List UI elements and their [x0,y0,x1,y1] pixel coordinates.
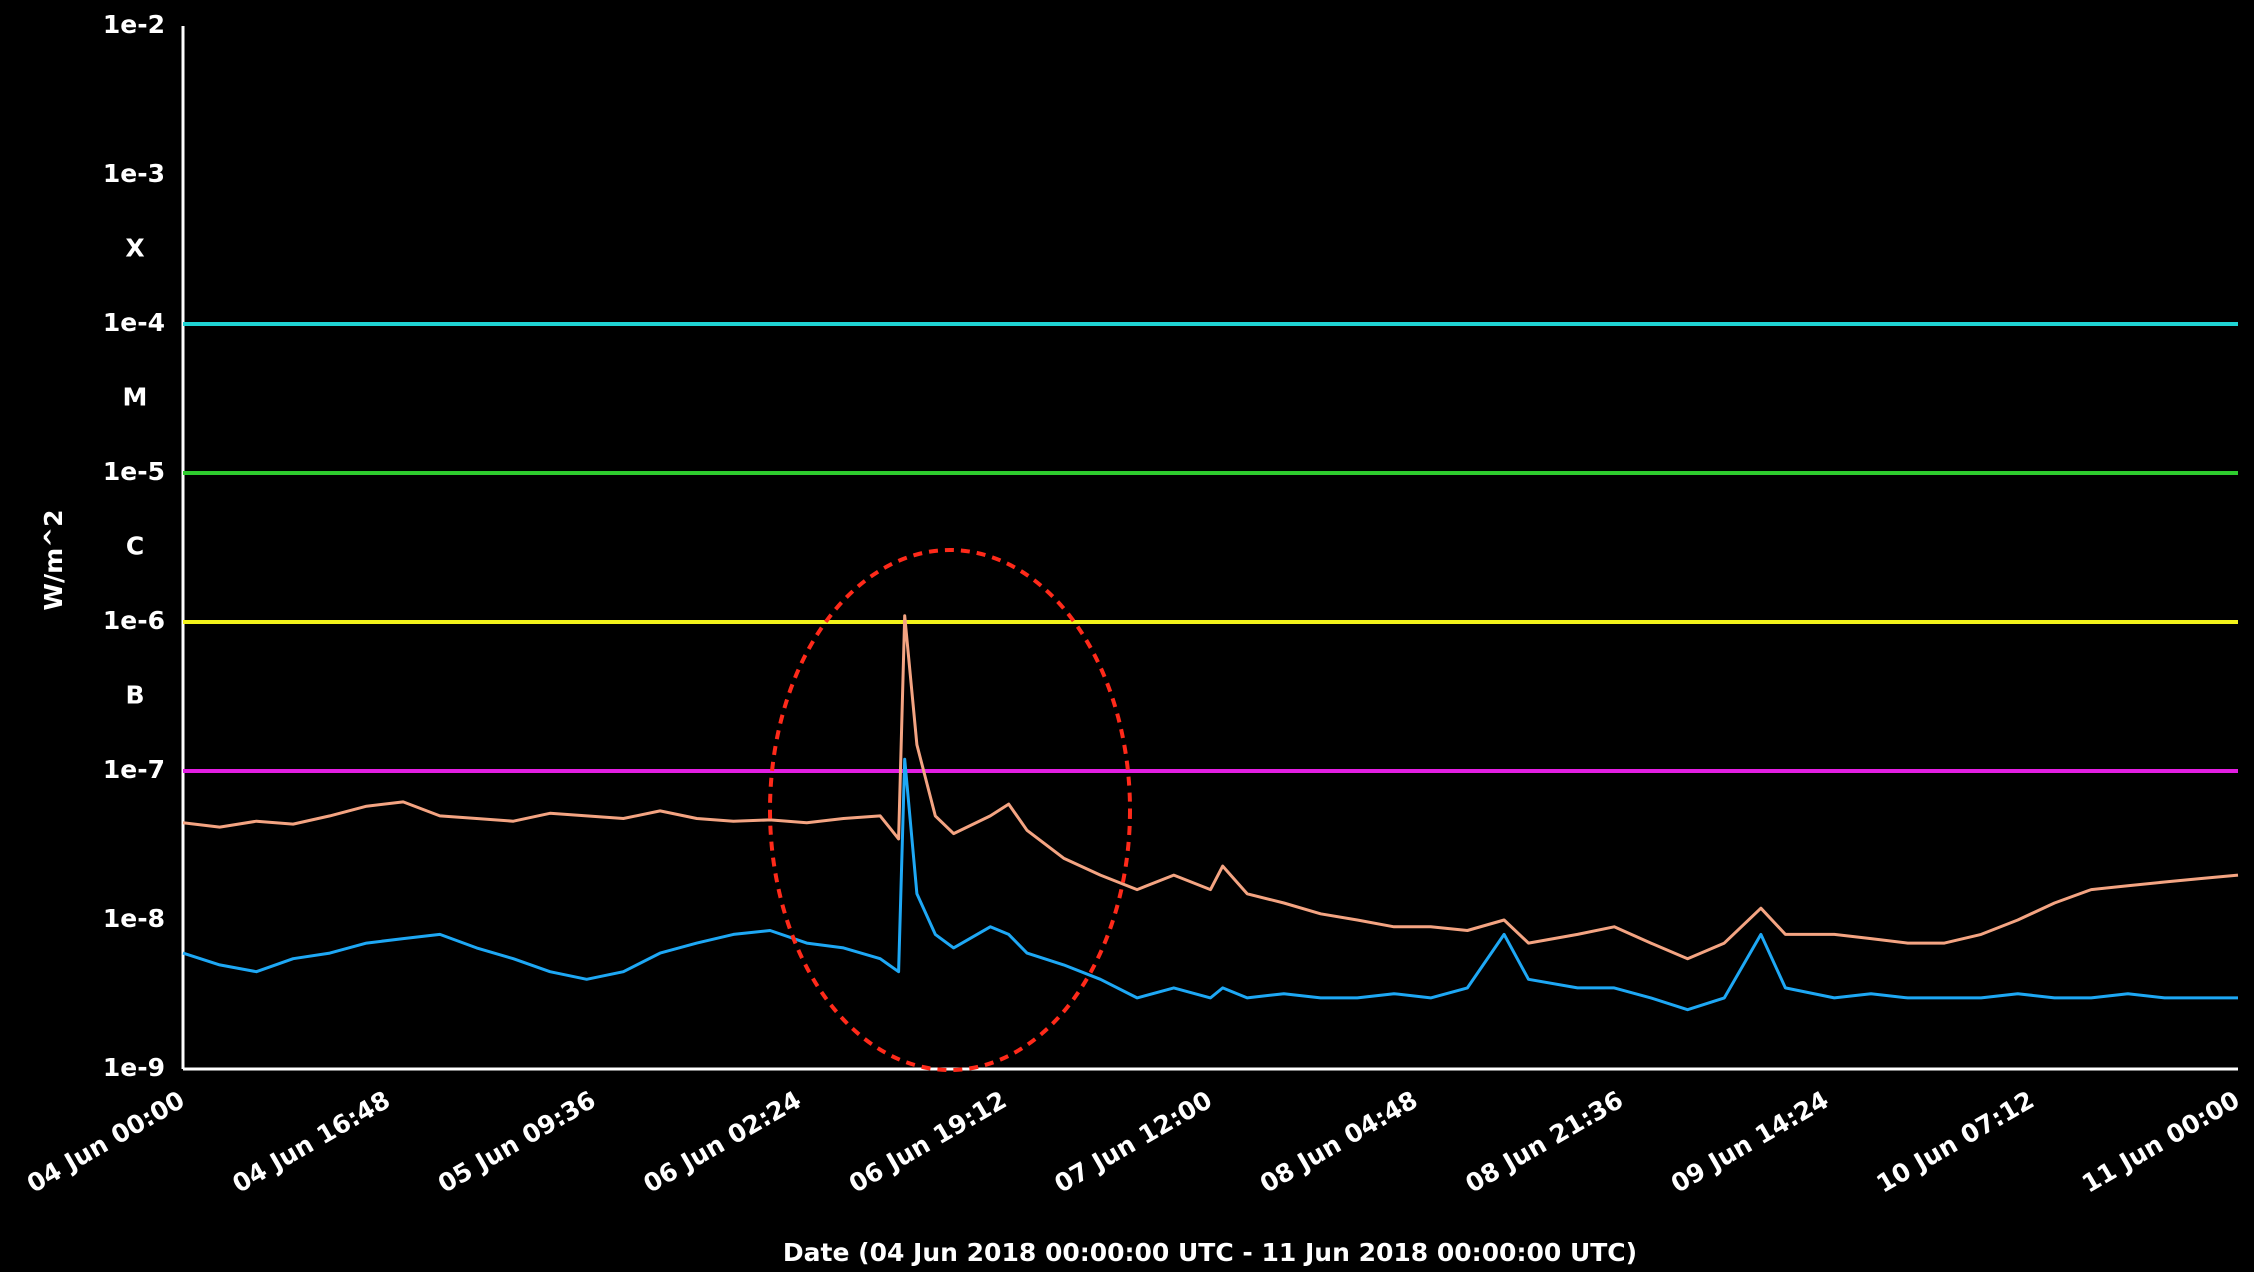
class-label: X [125,234,144,263]
y-tick-label: 1e-6 [103,606,165,635]
y-axis-label: W/m^2 [39,509,68,610]
y-tick-label: 1e-7 [103,755,165,784]
grid [181,26,2238,1071]
class-label: B [125,681,144,710]
y-tick-label: 1e-5 [103,457,165,486]
series-line [182,757,2238,1012]
class-label: C [126,532,144,561]
y-tick-label: 1e-8 [103,904,165,933]
y-tick-label: 1e-9 [103,1053,165,1082]
y-tick-label: 1e-2 [103,10,165,39]
y-tick-label: 1e-3 [103,159,165,188]
x-axis-label: Date (04 Jun 2018 00:00:00 UTC - 11 Jun … [783,1238,1637,1267]
marks [182,322,2239,1012]
series-line [182,614,2239,961]
class-label: M [123,383,148,412]
highlight-ellipse [768,548,1132,1072]
y-tick-label: 1e-4 [103,308,165,337]
